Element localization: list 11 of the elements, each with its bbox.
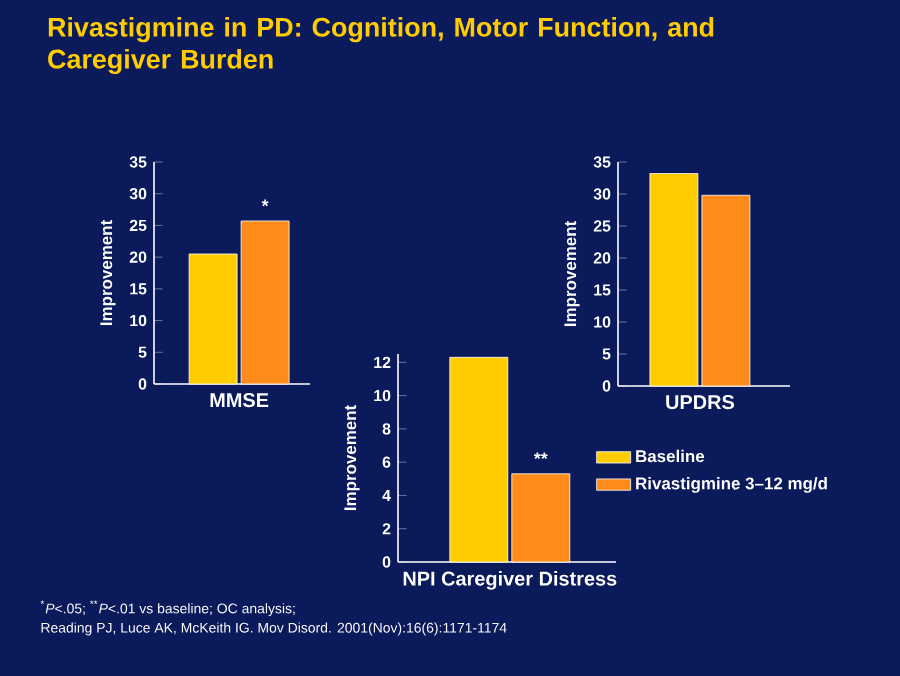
text: Rivastigmine in PD: Cognition, Motor Function, and Caregiver Burden xyxy=(48,17,714,75)
y-axis-title: Improvement xyxy=(100,220,116,326)
x-tick-label: UPDRS xyxy=(666,395,735,410)
y-axis-title: Improvement xyxy=(564,221,580,327)
legend-label: Rivastigmine 3–12 mg/d xyxy=(636,476,827,493)
annotation: * xyxy=(261,199,269,207)
legend-label: Baseline xyxy=(636,449,705,463)
y-axis-title: Improvement xyxy=(344,405,360,511)
x-tick-label: NPI Caregiver Distress xyxy=(403,571,617,590)
x-tick-label: MMSE xyxy=(210,393,269,408)
annotation: ** xyxy=(533,452,548,460)
